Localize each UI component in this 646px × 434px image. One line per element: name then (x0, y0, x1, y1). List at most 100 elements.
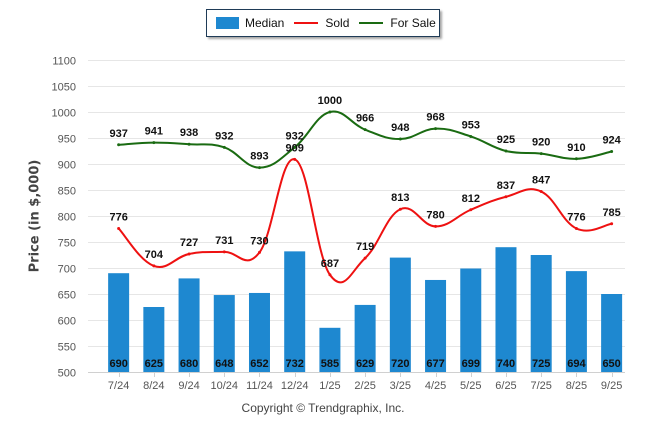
sold-point (293, 157, 297, 161)
legend-label-sold: Sold (325, 16, 350, 30)
for-sale-point (293, 145, 297, 149)
median-bar-label: 680 (180, 358, 198, 370)
sold-point (574, 226, 578, 230)
sold-point (187, 252, 191, 256)
x-tick-label: 6/25 (495, 380, 516, 392)
sold-label: 687 (321, 258, 339, 270)
median-swatch (216, 17, 239, 29)
median-bar-label: 690 (109, 358, 127, 370)
for-sale-label: 893 (250, 151, 268, 163)
sold-label: 719 (356, 241, 374, 253)
y-tick-label: 750 (58, 238, 76, 250)
for-sale-label: 968 (426, 112, 444, 124)
series-lines (117, 110, 614, 284)
sold-point (398, 207, 402, 211)
for-sale-point (222, 145, 226, 149)
x-tick-label: 10/24 (211, 380, 239, 392)
sold-label: 837 (497, 180, 515, 192)
median-bar-label: 720 (391, 358, 409, 370)
x-tick-label: 1/25 (319, 380, 340, 392)
for-sale-point (504, 149, 508, 153)
median-bar (495, 247, 517, 372)
for-sale-point (187, 142, 191, 146)
sold-point (222, 250, 226, 254)
median-bar-label: 725 (532, 358, 550, 370)
x-axis: 7/24 8/24 9/24 10/24 11/24 12/24 1/25 2/25 3/25 4… (88, 372, 625, 392)
median-bar (389, 257, 411, 372)
sold-swatch (294, 22, 319, 24)
y-axis-ticks: 500 550 600 650 700 750 800 850 900 950 1000 1050 11… (52, 56, 76, 380)
sold-label: 730 (250, 235, 268, 247)
median-bar-label: 629 (356, 358, 374, 370)
x-tick-label: 12/24 (281, 380, 309, 392)
sold-point (434, 224, 438, 228)
y-axis-title: Price (in $,000) (27, 159, 43, 273)
for-sale-label: 1000 (318, 95, 342, 107)
x-tick-label: 8/24 (143, 380, 164, 392)
median-bar (284, 251, 306, 372)
median-bar-label: 677 (426, 358, 444, 370)
y-tick-label: 600 (58, 316, 76, 328)
for-sale-swatch (359, 22, 384, 24)
median-bar (460, 268, 482, 372)
legend-item-for-sale[interactable]: For Sale (359, 16, 436, 30)
y-tick-label: 950 (58, 134, 76, 146)
x-tick-label: 8/25 (566, 380, 587, 392)
for-sale-label: 920 (532, 137, 550, 149)
sold-point (469, 208, 473, 212)
median-bar (530, 255, 552, 372)
for-sale-point (363, 128, 367, 132)
y-tick-label: 1100 (52, 56, 76, 68)
y-tick-label: 550 (58, 342, 76, 354)
y-tick-label: 1050 (52, 82, 76, 94)
for-sale-label: 938 (180, 127, 198, 139)
sold-label: 776 (109, 211, 127, 223)
for-sale-point (398, 137, 402, 141)
for-sale-point (539, 152, 543, 156)
median-bar (178, 278, 200, 372)
median-bar-label: 694 (567, 358, 586, 370)
data-labels: 690 625 680 648 652 732 585 629 720 677 699 740 725 6… (109, 95, 621, 370)
for-sale-label: 941 (145, 126, 163, 138)
sold-point (328, 273, 332, 277)
median-bar (354, 304, 376, 372)
median-bar (248, 292, 270, 372)
for-sale-point (610, 150, 614, 154)
sold-label: 780 (426, 209, 444, 221)
median-bar-label: 699 (462, 358, 480, 370)
legend-label-for-sale: For Sale (390, 16, 436, 30)
for-sale-label: 910 (567, 142, 585, 154)
median-bar-label: 650 (602, 358, 620, 370)
grid-lines (88, 60, 625, 347)
legend: Median Sold For Sale (206, 9, 440, 37)
sold-label: 731 (215, 235, 233, 247)
legend-item-sold[interactable]: Sold (294, 16, 349, 30)
x-tick-label: 2/25 (354, 380, 375, 392)
for-sale-label: 953 (462, 119, 480, 131)
sold-label: 812 (462, 193, 480, 205)
median-bar-label: 585 (321, 358, 339, 370)
y-tick-label: 850 (58, 186, 76, 198)
x-tick-label: 7/25 (530, 380, 551, 392)
legend-item-median[interactable]: Median (216, 16, 284, 30)
for-sale-point (328, 110, 332, 114)
for-sale-label: 937 (109, 128, 127, 140)
sold-point (539, 190, 543, 194)
median-bar (565, 271, 587, 372)
x-tick-label: 9/24 (178, 380, 199, 392)
x-tick-label: 7/24 (108, 380, 129, 392)
x-tick-label: 5/25 (460, 380, 481, 392)
median-bar-label: 732 (286, 358, 304, 370)
for-sale-point (257, 166, 261, 170)
sold-line (117, 158, 612, 284)
x-tick-label: 11/24 (246, 380, 273, 392)
median-bar (319, 327, 341, 372)
y-tick-label: 700 (58, 264, 76, 276)
median-bar (425, 279, 447, 372)
sold-point (363, 256, 367, 260)
y-tick-label: 800 (58, 212, 76, 224)
median-bar (108, 273, 130, 372)
legend-label-median: Median (245, 16, 285, 30)
for-sale-point (152, 141, 156, 145)
